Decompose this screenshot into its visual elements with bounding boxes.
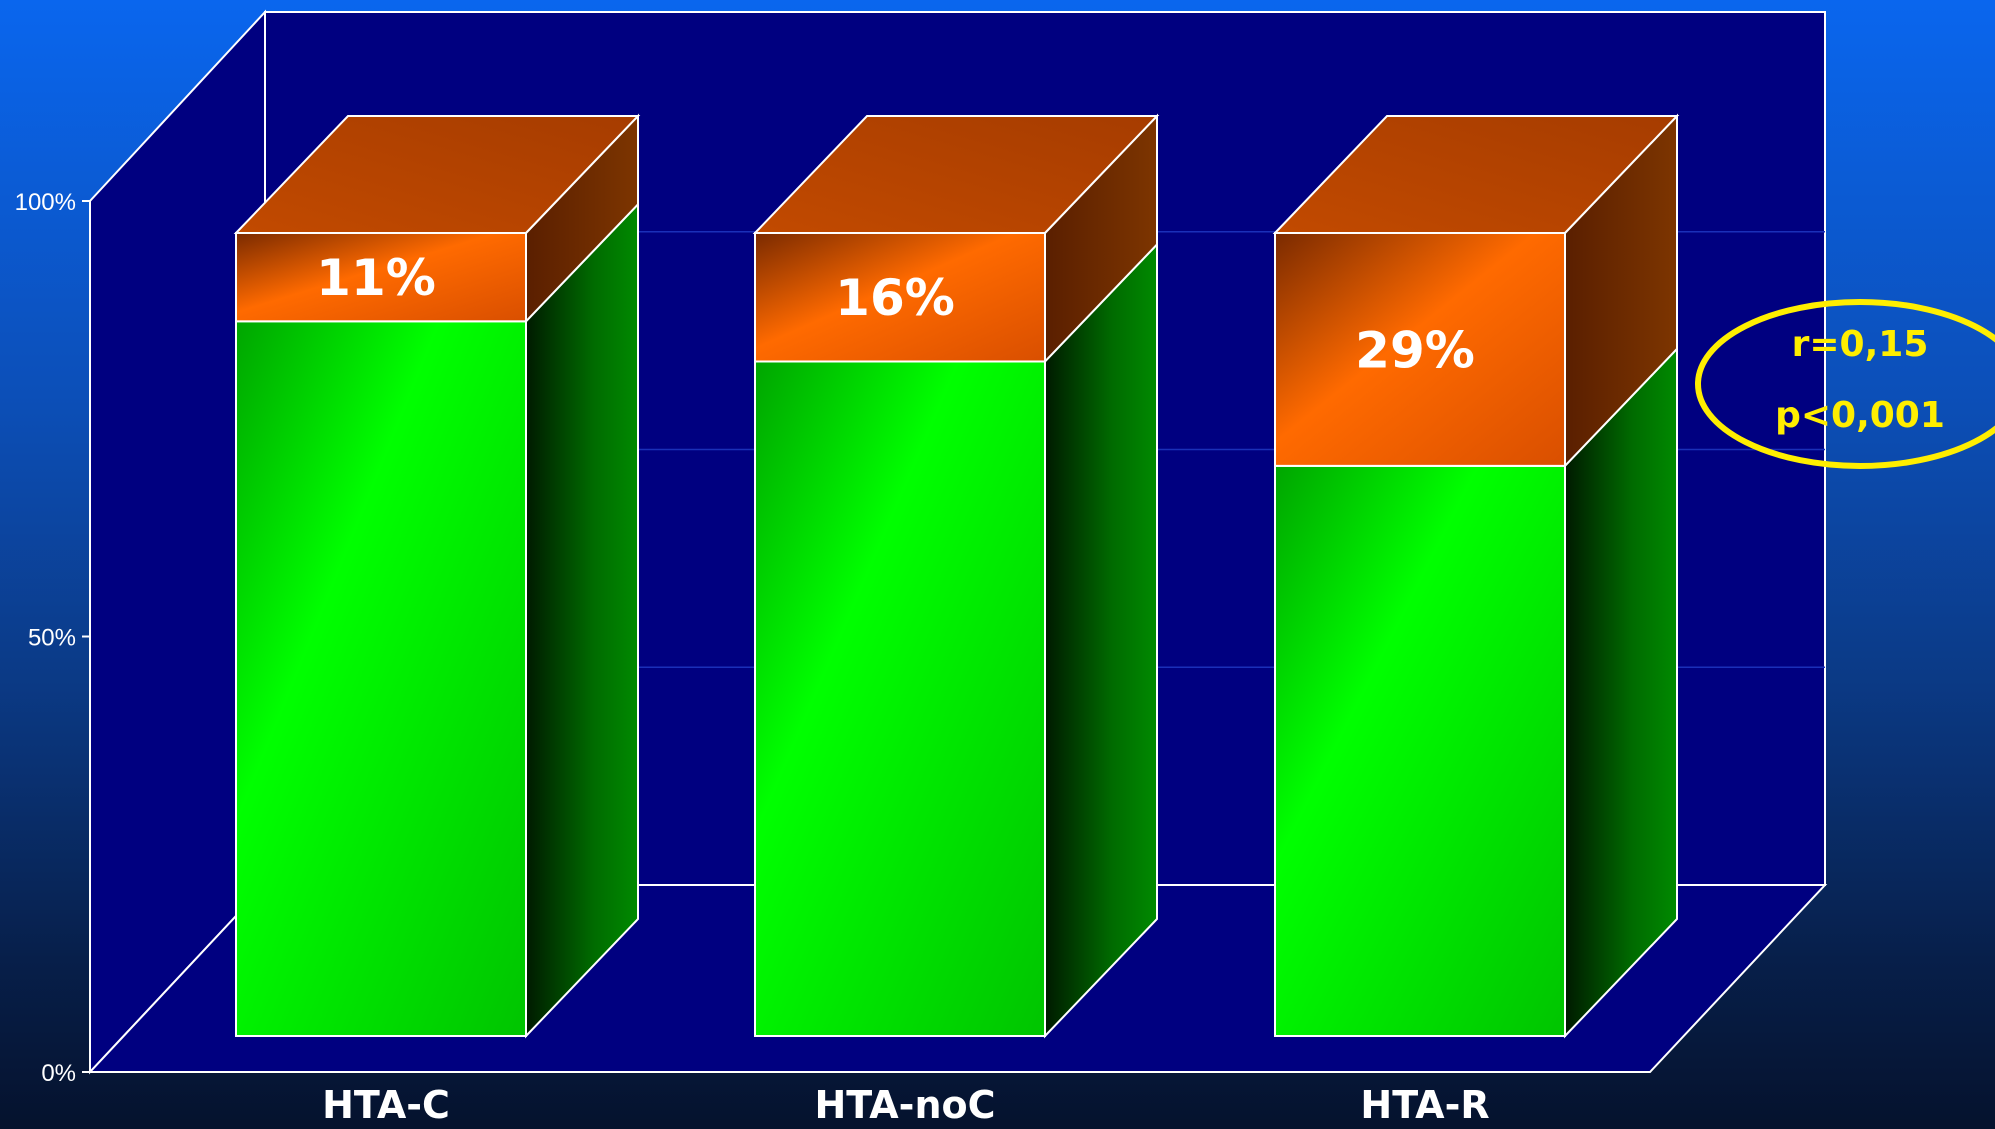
annotation-text: p<0,001 bbox=[1775, 395, 1945, 436]
data-label: 29% bbox=[1355, 321, 1475, 379]
bar-top-face bbox=[233, 115, 641, 234]
data-label: 16% bbox=[835, 269, 955, 327]
bar-top-face bbox=[1272, 115, 1680, 234]
category-label: HTA-R bbox=[1360, 1083, 1489, 1127]
bar-side-face bbox=[525, 201, 639, 1039]
bar-green-segment bbox=[235, 320, 527, 1037]
bar-side-face bbox=[1044, 241, 1158, 1039]
y-tick-label: 0% bbox=[41, 1060, 76, 1087]
y-tick-label: 50% bbox=[28, 625, 76, 652]
bar-green-segment bbox=[754, 360, 1046, 1038]
annotation-text: r=0,15 bbox=[1792, 324, 1929, 365]
category-label: HTA-noC bbox=[814, 1083, 995, 1127]
bar-green-segment bbox=[1274, 464, 1566, 1037]
bar-top-face bbox=[752, 115, 1160, 234]
category-label: HTA-C bbox=[322, 1083, 450, 1127]
bar-side-face bbox=[1564, 346, 1678, 1039]
data-label: 11% bbox=[316, 249, 436, 307]
bar-orange-segment bbox=[235, 232, 527, 323]
annotation-ellipse bbox=[1695, 299, 1995, 469]
y-tick-label: 100% bbox=[15, 189, 76, 216]
